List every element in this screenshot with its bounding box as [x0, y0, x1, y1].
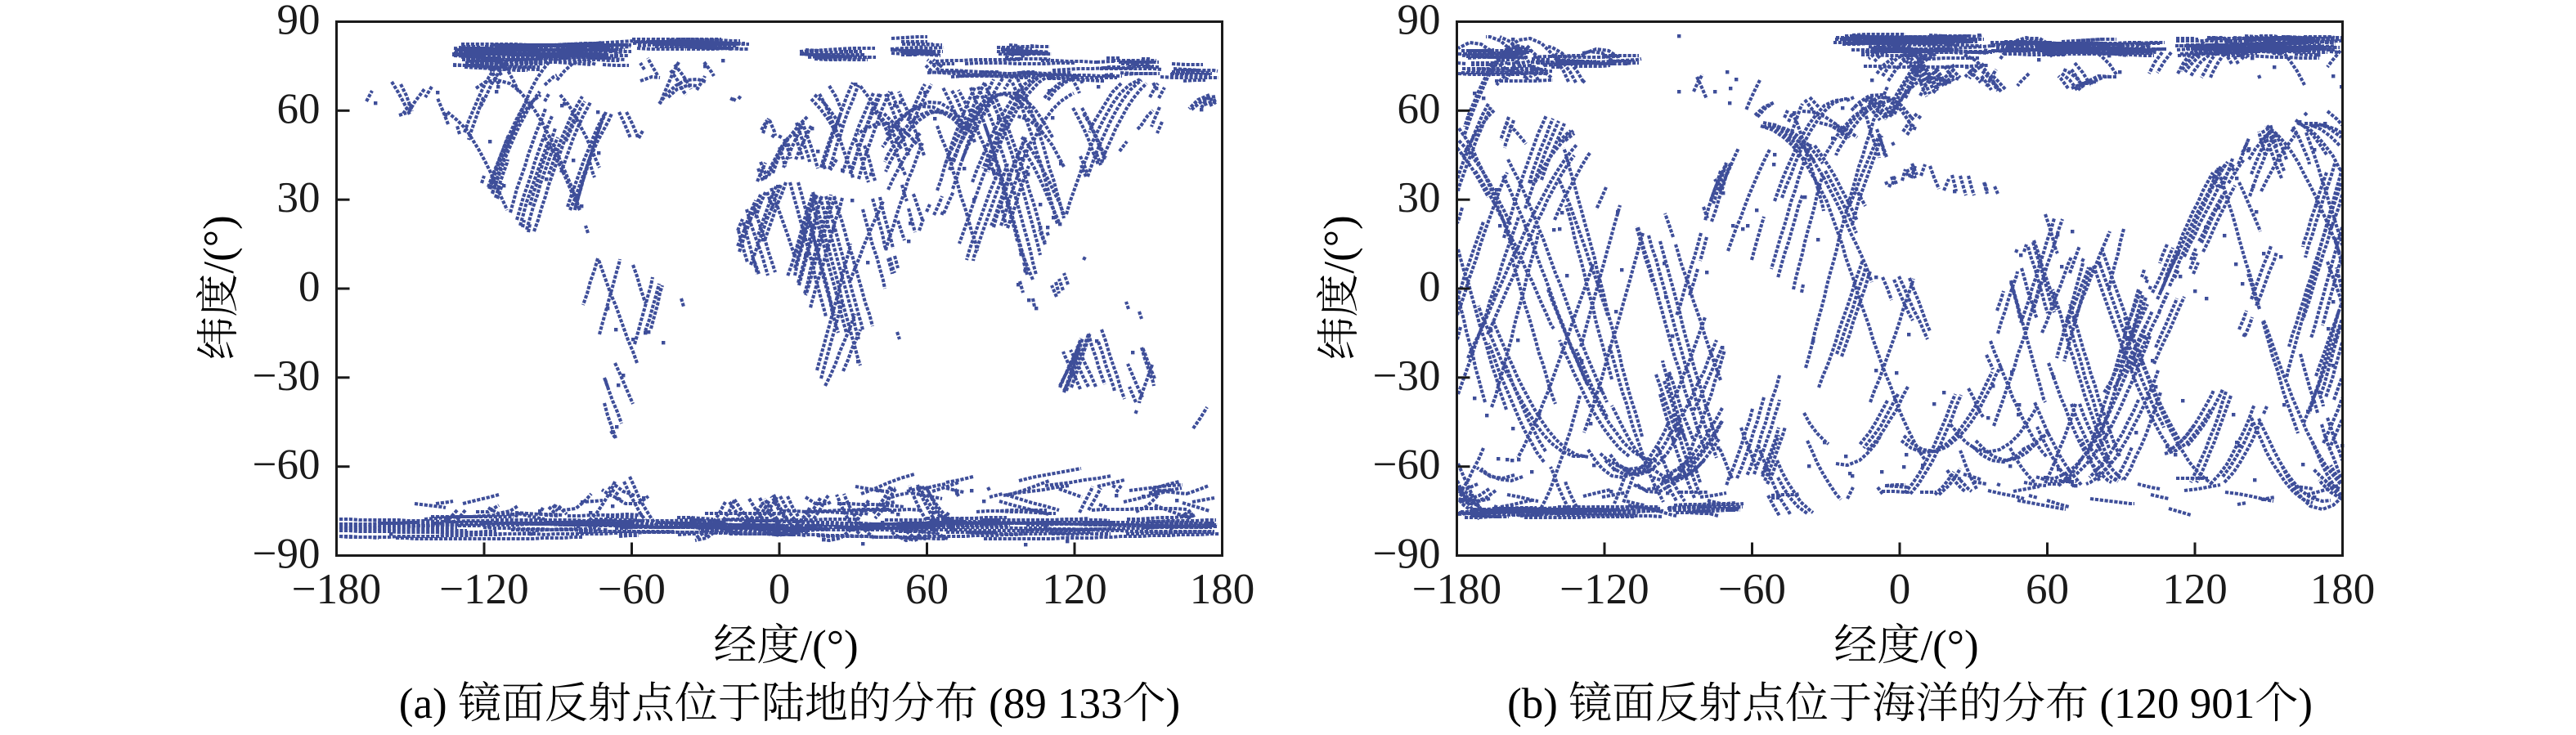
svg-text:−90: −90: [1373, 531, 1441, 578]
svg-text:0: 0: [1889, 566, 1911, 613]
svg-text:60: 60: [905, 566, 949, 613]
svg-text:90: 90: [277, 0, 321, 44]
svg-text:30: 30: [1398, 174, 1441, 222]
svg-text:120: 120: [1042, 566, 1107, 613]
svg-text:180: 180: [1190, 566, 1255, 613]
svg-text:−60: −60: [1718, 566, 1786, 613]
svg-text:−60: −60: [1373, 441, 1441, 489]
svg-text:60: 60: [1398, 85, 1441, 132]
svg-text:30: 30: [277, 174, 321, 222]
svg-text:−60: −60: [598, 566, 666, 613]
svg-text:60: 60: [277, 85, 321, 132]
svg-text:120: 120: [2162, 566, 2228, 613]
svg-text:−60: −60: [253, 441, 321, 489]
svg-text:60: 60: [2026, 566, 2069, 613]
svg-text:0: 0: [769, 566, 791, 613]
svg-text:−120: −120: [439, 566, 528, 613]
svg-text:90: 90: [1398, 0, 1441, 44]
svg-text:0: 0: [1419, 263, 1441, 311]
svg-text:0: 0: [298, 263, 321, 311]
svg-text:−180: −180: [292, 566, 381, 613]
svg-text:−90: −90: [253, 531, 321, 578]
svg-text:−30: −30: [253, 352, 321, 400]
svg-text:−180: −180: [1412, 566, 1501, 613]
svg-text:−30: −30: [1373, 352, 1441, 400]
svg-text:−120: −120: [1560, 566, 1649, 613]
svg-text:180: 180: [2310, 566, 2376, 613]
